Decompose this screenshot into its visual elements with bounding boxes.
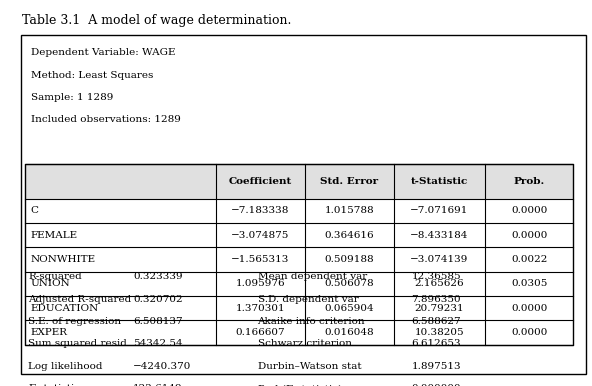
Text: 1.370301: 1.370301 xyxy=(236,304,285,313)
Text: EDUCATION: EDUCATION xyxy=(31,304,99,313)
Text: 1.095976: 1.095976 xyxy=(236,279,285,288)
Text: 0.0000: 0.0000 xyxy=(511,207,548,215)
Text: 0.0000: 0.0000 xyxy=(511,328,548,337)
Text: Included observations: 1289: Included observations: 1289 xyxy=(31,115,181,124)
Text: 122.6149: 122.6149 xyxy=(133,384,183,386)
Text: 2.165626: 2.165626 xyxy=(415,279,464,288)
Text: F-statistic: F-statistic xyxy=(28,384,81,386)
Text: 0.016048: 0.016048 xyxy=(324,328,374,337)
Text: 0.0000: 0.0000 xyxy=(511,304,548,313)
Text: 0.065904: 0.065904 xyxy=(324,304,374,313)
Text: 1.015788: 1.015788 xyxy=(324,207,374,215)
Text: 0.323339: 0.323339 xyxy=(133,272,183,281)
Text: 0.506078: 0.506078 xyxy=(324,279,374,288)
Text: −7.071691: −7.071691 xyxy=(410,207,469,215)
Text: −7.183338: −7.183338 xyxy=(231,207,289,215)
Text: 0.000000: 0.000000 xyxy=(411,384,461,386)
Text: Mean dependent var: Mean dependent var xyxy=(258,272,367,281)
Text: Log likelihood: Log likelihood xyxy=(28,362,103,371)
Text: 20.79231: 20.79231 xyxy=(415,304,464,313)
Text: −8.433184: −8.433184 xyxy=(410,231,469,240)
Text: Sample: 1 1289: Sample: 1 1289 xyxy=(31,93,113,102)
Text: −4240.370: −4240.370 xyxy=(133,362,192,371)
Text: Prob.: Prob. xyxy=(514,177,545,186)
Text: Schwarz criterion: Schwarz criterion xyxy=(258,339,352,348)
Text: 0.509188: 0.509188 xyxy=(324,255,374,264)
Text: FEMALE: FEMALE xyxy=(31,231,78,240)
Text: t-Statistic: t-Statistic xyxy=(411,177,468,186)
Text: Akaike info criterion: Akaike info criterion xyxy=(258,317,365,326)
Text: NONWHITE: NONWHITE xyxy=(31,255,96,264)
Text: S.D. dependent var: S.D. dependent var xyxy=(258,295,358,303)
Text: Dependent Variable: WAGE: Dependent Variable: WAGE xyxy=(31,48,175,57)
Text: Prob(F-statistic): Prob(F-statistic) xyxy=(258,384,343,386)
Text: UNION: UNION xyxy=(31,279,70,288)
Text: 0.0000: 0.0000 xyxy=(511,231,548,240)
Text: C: C xyxy=(31,207,39,215)
Text: 0.364616: 0.364616 xyxy=(324,231,374,240)
Text: 54342.54: 54342.54 xyxy=(133,339,183,348)
Text: Durbin–Watson stat: Durbin–Watson stat xyxy=(258,362,361,371)
Text: 0.0305: 0.0305 xyxy=(511,279,548,288)
Text: Std. Error: Std. Error xyxy=(320,177,378,186)
Text: 0.0022: 0.0022 xyxy=(511,255,548,264)
Text: EXPER: EXPER xyxy=(31,328,68,337)
Text: Sum squared resid: Sum squared resid xyxy=(28,339,127,348)
Text: R-squared: R-squared xyxy=(28,272,82,281)
Text: 0.166607: 0.166607 xyxy=(236,328,285,337)
Text: 6.612653: 6.612653 xyxy=(411,339,461,348)
Text: 10.38205: 10.38205 xyxy=(415,328,464,337)
Text: −3.074875: −3.074875 xyxy=(231,231,289,240)
Text: Table 3.1  A model of wage determination.: Table 3.1 A model of wage determination. xyxy=(22,14,292,27)
Text: Adjusted R-squared: Adjusted R-squared xyxy=(28,295,131,303)
Text: S.E. of regression: S.E. of regression xyxy=(28,317,121,326)
Text: −3.074139: −3.074139 xyxy=(410,255,469,264)
Text: 6.588627: 6.588627 xyxy=(411,317,461,326)
Text: 1.897513: 1.897513 xyxy=(411,362,461,371)
Text: Coefficient: Coefficient xyxy=(229,177,292,186)
Text: −1.565313: −1.565313 xyxy=(231,255,289,264)
Text: 12.36585: 12.36585 xyxy=(411,272,461,281)
Text: 6.508137: 6.508137 xyxy=(133,317,183,326)
Text: Method: Least Squares: Method: Least Squares xyxy=(31,71,153,80)
Text: 7.896350: 7.896350 xyxy=(411,295,461,303)
Text: 0.320702: 0.320702 xyxy=(133,295,183,303)
